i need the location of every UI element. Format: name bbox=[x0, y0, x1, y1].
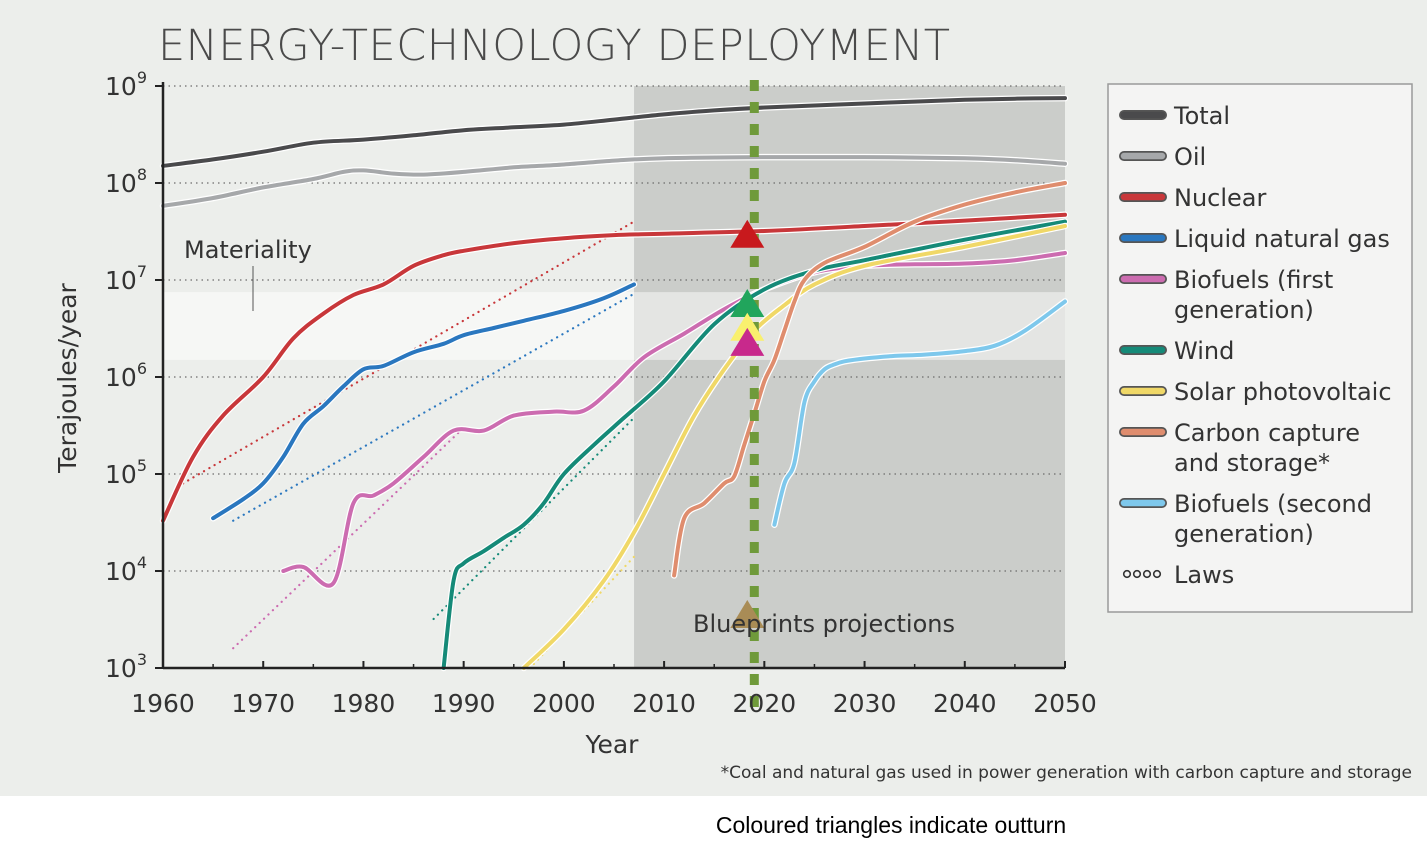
legend-item-liquid-natural-gas: Liquid natural gas bbox=[1119, 225, 1390, 253]
y-tick-label: 107 bbox=[105, 262, 147, 295]
legend-item-oil: Oil bbox=[1119, 143, 1206, 171]
y-tick-label: 103 bbox=[105, 650, 147, 683]
series-oil bbox=[159, 153, 1069, 210]
legend-label: Biofuels (second bbox=[1174, 490, 1372, 518]
legend-swatch-dot bbox=[1122, 569, 1132, 579]
series-layer bbox=[159, 94, 1069, 672]
y-axis-title: Terajoules/year bbox=[53, 282, 82, 473]
x-axis-title: Year bbox=[585, 730, 640, 759]
legend-item-wind: Wind bbox=[1119, 337, 1234, 365]
series-line bbox=[672, 181, 1067, 578]
legend-label: Liquid natural gas bbox=[1174, 225, 1390, 253]
x-tick-label: 2050 bbox=[1033, 689, 1097, 718]
legend-label: Total bbox=[1173, 102, 1230, 130]
x-tick-label: 1990 bbox=[432, 689, 496, 718]
background-layer bbox=[163, 86, 1065, 668]
series-line bbox=[161, 154, 1067, 208]
x-tick-label: 1960 bbox=[131, 689, 195, 718]
outturn-triangle-carbon-capture-and-storage bbox=[730, 600, 765, 629]
series-solar-photovoltaic bbox=[520, 222, 1069, 672]
legend-label: Oil bbox=[1174, 143, 1206, 171]
series-nuclear bbox=[159, 211, 1069, 524]
outturn-triangle-solar-photovoltaic bbox=[730, 312, 765, 341]
legend-label: and storage* bbox=[1174, 449, 1330, 477]
legend-label: generation) bbox=[1174, 296, 1314, 324]
series-biofuels-second-generation bbox=[771, 298, 1069, 528]
y-tick-label: 106 bbox=[105, 359, 147, 392]
materiality-band bbox=[163, 292, 635, 360]
law-liquid-natural-gas bbox=[232, 292, 636, 522]
chart-title: ENERGY-TECHNOLOGY DEPLOYMENT bbox=[158, 21, 951, 71]
legend-label: Carbon capture bbox=[1174, 419, 1360, 447]
legend-item-solar-photovoltaic: Solar photovoltaic bbox=[1119, 378, 1392, 406]
chart-figure: 1960 1970 1980 1990 2000 2010 2020 2030 2040 2050… bbox=[0, 0, 1427, 796]
legend-swatch-dot bbox=[1142, 569, 1152, 579]
legend-item-total: Total bbox=[1119, 102, 1230, 130]
legend-label: Nuclear bbox=[1174, 184, 1267, 212]
projection-panel bbox=[634, 86, 1065, 668]
series-line bbox=[211, 282, 636, 521]
legend-label: Laws bbox=[1174, 561, 1234, 589]
x-tick-label: 2040 bbox=[933, 689, 997, 718]
legend: Total Oil Nuclear Liquid natural gas Biofuel… bbox=[1107, 83, 1413, 613]
caption: Coloured triangles indicate outturn bbox=[715, 812, 1067, 838]
laws-layer bbox=[181, 220, 636, 666]
legend-label: Wind bbox=[1174, 337, 1234, 365]
series-line bbox=[161, 96, 1067, 168]
series-line bbox=[772, 299, 1067, 527]
x-tick-label: 2030 bbox=[833, 689, 897, 718]
footnote: *Coal and natural gas used in power gene… bbox=[721, 763, 1412, 783]
outturn-triangle-nuclear bbox=[730, 219, 765, 248]
y-tick-label: 104 bbox=[105, 553, 147, 586]
series-total bbox=[159, 94, 1069, 170]
x-tick-label: 2010 bbox=[632, 689, 696, 718]
legend-label: generation) bbox=[1174, 520, 1314, 548]
legend-label: Solar photovoltaic bbox=[1174, 378, 1392, 406]
x-tick-label: 2000 bbox=[532, 689, 596, 718]
series-liquid-natural-gas bbox=[209, 281, 638, 522]
series-line bbox=[521, 224, 1067, 670]
series-line bbox=[441, 219, 1067, 670]
outturn-triangle-wind bbox=[730, 288, 765, 317]
x-tick-label: 1980 bbox=[332, 689, 396, 718]
x-tick-label: 2020 bbox=[733, 689, 797, 718]
legend-swatch-dot bbox=[1132, 569, 1142, 579]
projections-label: Blueprints projections bbox=[693, 610, 955, 638]
law-nuclear bbox=[181, 220, 636, 485]
y-tick-label: 105 bbox=[105, 456, 147, 489]
series-wind bbox=[440, 218, 1069, 672]
chart-svg: 1960 1970 1980 1990 2000 2010 2020 2030 2040 2050… bbox=[53, 21, 1413, 783]
axis-layer: 1960 1970 1980 1990 2000 2010 2020 2030 2040 2050… bbox=[105, 68, 1097, 718]
legend-item-nuclear: Nuclear bbox=[1119, 184, 1267, 212]
legend-label: Biofuels (first bbox=[1174, 266, 1333, 294]
outturn-triangle-biofuels-first-generation bbox=[730, 327, 765, 356]
x-tick-label: 1970 bbox=[231, 689, 295, 718]
materiality-label: Materiality bbox=[184, 236, 312, 264]
outturn-layer bbox=[730, 80, 765, 716]
series-line bbox=[161, 212, 1067, 523]
legend-swatch-dot bbox=[1152, 569, 1162, 579]
series-carbon-capture-and-storage bbox=[670, 179, 1069, 579]
y-tick-label: 109 bbox=[105, 68, 147, 101]
y-tick-label: 108 bbox=[105, 165, 147, 198]
legend-item-laws: Laws bbox=[1122, 561, 1234, 589]
